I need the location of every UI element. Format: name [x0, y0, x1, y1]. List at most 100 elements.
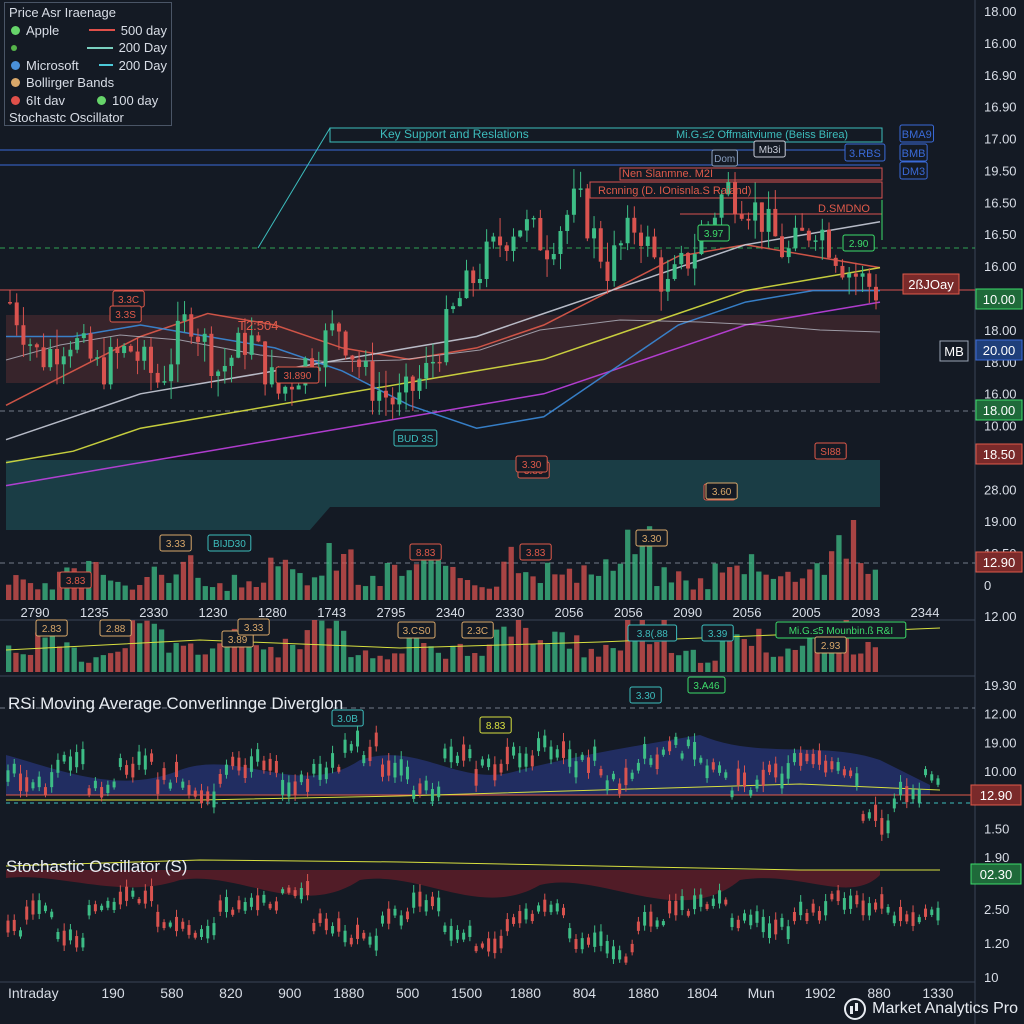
volume-bar — [13, 652, 19, 672]
candle-body — [175, 320, 180, 365]
stochastic-candle-body — [842, 898, 846, 910]
rsi-candle-body — [799, 752, 803, 766]
candle-body — [665, 278, 670, 292]
volume-bar — [712, 660, 718, 672]
stochastic-fill-area — [6, 870, 880, 901]
volume-bar — [341, 553, 347, 600]
price-level-badge-box — [975, 339, 1023, 361]
x-tick-label: 2340 — [436, 605, 465, 620]
volume-bar — [697, 578, 704, 600]
candle-body — [712, 217, 717, 225]
annotation-box — [329, 127, 883, 143]
rsi-candle-body — [262, 760, 266, 771]
rsi-candle-body — [243, 764, 247, 779]
annotation-tag: 3.97 — [704, 229, 724, 240]
legend-label: 500 day — [120, 22, 167, 38]
top-right-tag: 3.RBS — [849, 148, 881, 160]
rsi-candle-body — [287, 782, 291, 797]
annotation-text: T2:504 — [238, 318, 278, 333]
stochastic-candle-body — [711, 898, 715, 906]
moving-average-lines — [5, 221, 881, 487]
volume-bar — [421, 643, 427, 672]
rsi-candle-body — [493, 764, 497, 781]
candle-body — [571, 188, 576, 215]
volume-bar — [333, 620, 340, 672]
volume-tag: 3.60 — [712, 487, 732, 498]
volume-bar — [676, 655, 682, 672]
volume-bar — [290, 569, 296, 600]
volume-bar — [428, 646, 434, 672]
annotation-tag-box — [275, 366, 320, 384]
volume-bar — [64, 642, 70, 672]
candle-body — [263, 341, 268, 385]
stochastic-candle-body — [455, 929, 459, 940]
volume-bar — [763, 652, 769, 672]
volume-bar — [137, 623, 143, 672]
x-tick-label: 804 — [573, 985, 597, 1001]
ma-line-2 — [5, 221, 881, 441]
volume-tag: 3.33 — [166, 539, 186, 550]
stochastic-candle-body — [249, 897, 253, 907]
rsi-candle-body — [443, 748, 447, 759]
rsi-candle-body — [842, 769, 846, 776]
stochastic-candle-body — [143, 890, 147, 904]
candle-body — [800, 227, 805, 231]
volume-bar — [6, 645, 12, 672]
rsi-candle-body — [468, 749, 472, 759]
volume-bar — [173, 574, 179, 600]
candle-body — [686, 252, 691, 269]
mini-volume-tag-box — [814, 636, 847, 654]
candle-body — [323, 330, 328, 368]
stochastic-candle-body — [749, 914, 753, 926]
volume-bar — [472, 653, 478, 672]
volume-bar — [166, 652, 172, 672]
stochastic-candle-body — [337, 918, 341, 932]
price-level-badge: MB — [944, 344, 964, 359]
stochastic-candle-body — [674, 900, 678, 916]
price-level-badge: 18.00 — [983, 403, 1016, 418]
volume-bar — [217, 643, 223, 672]
stochastic-candle-body — [343, 930, 347, 943]
volume-bar — [588, 648, 594, 672]
stochastic-candle-body — [474, 946, 478, 952]
rsi-candle-body — [137, 751, 141, 765]
candle-body — [780, 236, 785, 258]
stochastic-candle-body — [368, 936, 372, 945]
candle-body — [437, 361, 442, 364]
volume-bar — [756, 571, 762, 600]
legend-dot-icon — [11, 44, 17, 51]
candle-body — [753, 202, 758, 221]
volume-bar — [355, 584, 361, 600]
annotation-tag-box — [393, 429, 438, 447]
brand-logo: Market Analytics Pro — [844, 998, 1018, 1020]
volume-bar — [770, 656, 777, 672]
volume-bar — [537, 583, 543, 600]
rsi-candle-body — [699, 757, 703, 763]
volume-y-label: 12.00 — [984, 609, 1017, 624]
rsi-candle-body — [18, 773, 22, 791]
candle-body — [739, 213, 744, 219]
candle-body — [48, 348, 53, 368]
candle-body — [430, 361, 435, 364]
volume-bar — [13, 575, 19, 600]
x-tick-label: 1880 — [333, 985, 364, 1001]
volume-bar — [355, 655, 361, 672]
candle-body — [128, 345, 133, 352]
stochastic-badge: 02.30 — [980, 867, 1013, 882]
volume-bar — [486, 588, 492, 600]
rsi-tag-box — [687, 676, 726, 694]
stochastic-candle-body — [18, 930, 22, 937]
candle-body — [538, 217, 543, 251]
rsi-candle-body — [524, 753, 528, 767]
rsi-candle-body — [693, 742, 697, 760]
rsi-candle-body — [905, 786, 909, 803]
stochastic-candle-body — [524, 908, 528, 920]
stochastic-candle-body — [218, 900, 222, 912]
volume-bar — [188, 643, 194, 672]
volume-bar — [122, 585, 128, 600]
volume-bar — [341, 630, 347, 672]
mini-volume-tag-box — [35, 619, 68, 637]
volume-bar — [610, 648, 616, 672]
volume-bar — [326, 628, 332, 672]
volume-bar — [195, 577, 201, 600]
